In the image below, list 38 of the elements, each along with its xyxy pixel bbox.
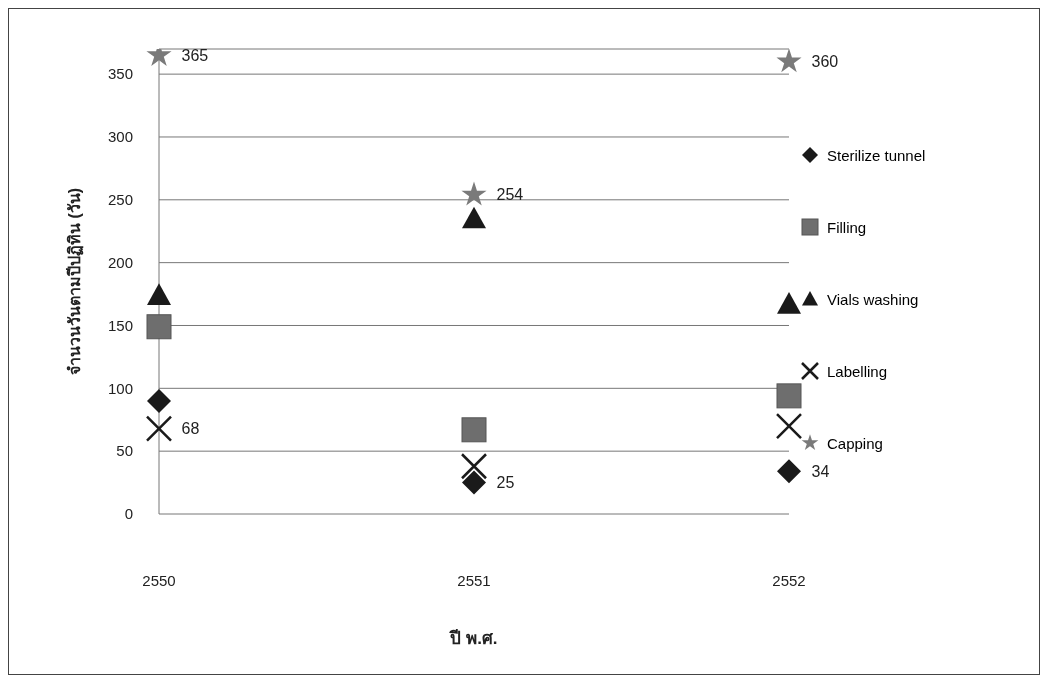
point xyxy=(775,412,803,440)
y-axis-title: จำนวนวันตามปีปฏิทิน (วัน) xyxy=(64,187,84,376)
legend-label: Capping xyxy=(827,434,883,452)
y-tick-label: 300 xyxy=(107,128,133,146)
point xyxy=(145,415,173,442)
data-label: 365 xyxy=(181,46,209,64)
legend-label: Sterilize tunnel xyxy=(827,146,926,164)
y-tick-label: 250 xyxy=(107,191,133,209)
y-tick-label: 50 xyxy=(116,442,133,460)
data-label: 360 xyxy=(811,53,839,71)
point xyxy=(462,206,486,229)
point xyxy=(460,452,488,480)
legend-label: Filling xyxy=(827,218,867,236)
data-label: 25 xyxy=(496,474,515,492)
y-tick-label: 0 xyxy=(124,505,133,523)
y-tick-label: 100 xyxy=(107,379,133,397)
point xyxy=(462,470,486,495)
data-label: 68 xyxy=(181,420,200,438)
data-label: 254 xyxy=(496,186,524,204)
y-tick-label: 350 xyxy=(107,65,133,83)
y-tick-label: 200 xyxy=(107,253,133,271)
point xyxy=(461,181,487,206)
point xyxy=(777,292,801,314)
point xyxy=(776,383,802,409)
legend-label: Labelling xyxy=(827,362,888,380)
x-axis-title: ปี พ.ศ. xyxy=(449,628,498,648)
x-tick-label: 2552 xyxy=(772,571,806,589)
data-label: 34 xyxy=(811,462,830,480)
point xyxy=(461,417,487,443)
point xyxy=(146,314,172,340)
point xyxy=(147,283,171,305)
point xyxy=(147,388,171,413)
point xyxy=(776,49,802,73)
y-tick-label: 150 xyxy=(107,316,133,334)
x-tick-label: 2550 xyxy=(142,571,176,589)
point xyxy=(777,459,801,484)
legend-label: Vials washing xyxy=(827,290,919,308)
x-tick-label: 2551 xyxy=(457,571,491,589)
